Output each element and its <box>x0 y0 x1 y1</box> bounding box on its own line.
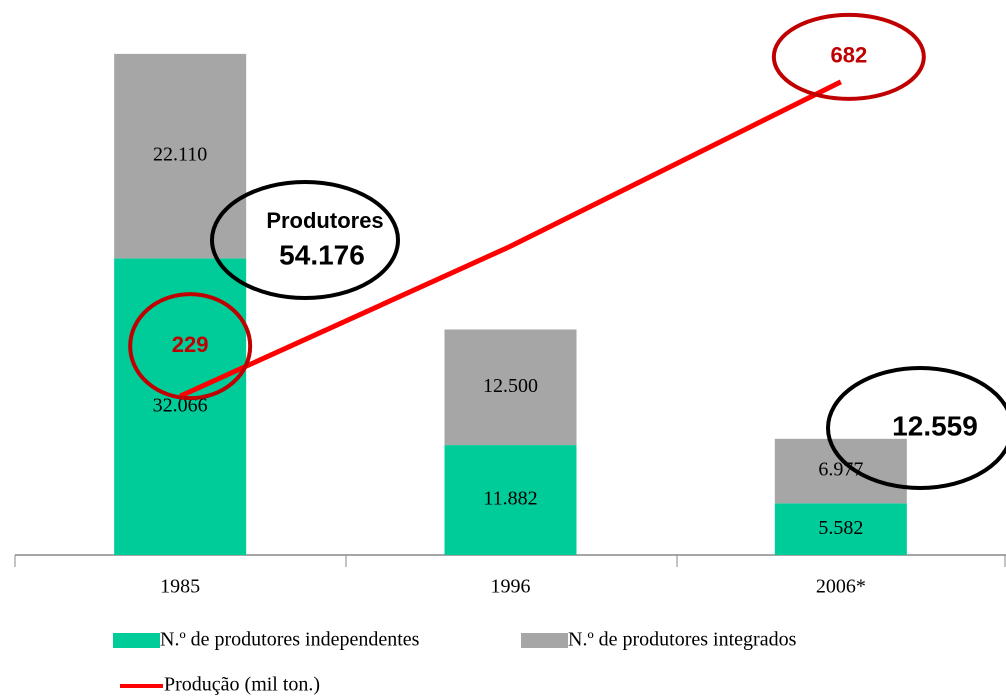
data-label: 22.110 <box>153 144 207 166</box>
bar-segment <box>444 445 577 555</box>
value-callout <box>771 12 926 101</box>
bar-segment <box>444 329 577 446</box>
bar-segment <box>774 438 907 504</box>
legend-swatch <box>521 633 568 648</box>
bar-segment <box>114 53 247 259</box>
bar-segment <box>774 503 907 555</box>
bar-segment <box>114 258 247 555</box>
legend-label: N.º de produtores independentes <box>160 629 420 651</box>
annotation: 54.176 <box>279 239 365 270</box>
legend-label: N.º de produtores integrados <box>568 629 797 651</box>
x-tick-label: 1996 <box>491 576 531 598</box>
annotation: 12.559 <box>892 410 978 441</box>
callout-ellipse <box>826 366 1006 490</box>
annotation: Produtores <box>266 208 383 233</box>
line-data-label: 229 <box>172 332 209 357</box>
x-tick-label: 2006* <box>816 576 866 598</box>
data-label: 12.500 <box>483 375 538 397</box>
callout-ellipse <box>210 180 400 300</box>
legend-swatch <box>113 633 160 648</box>
data-label: 6.977 <box>818 459 863 481</box>
line <box>179 79 842 399</box>
data-label: 5.582 <box>818 517 863 539</box>
data-label: 11.882 <box>483 488 537 510</box>
value-callout <box>128 292 253 401</box>
x-tick-label: 1985 <box>160 576 200 598</box>
legend-label: Produção (mil ton.) <box>164 674 320 696</box>
line-data-label: 682 <box>830 43 867 68</box>
